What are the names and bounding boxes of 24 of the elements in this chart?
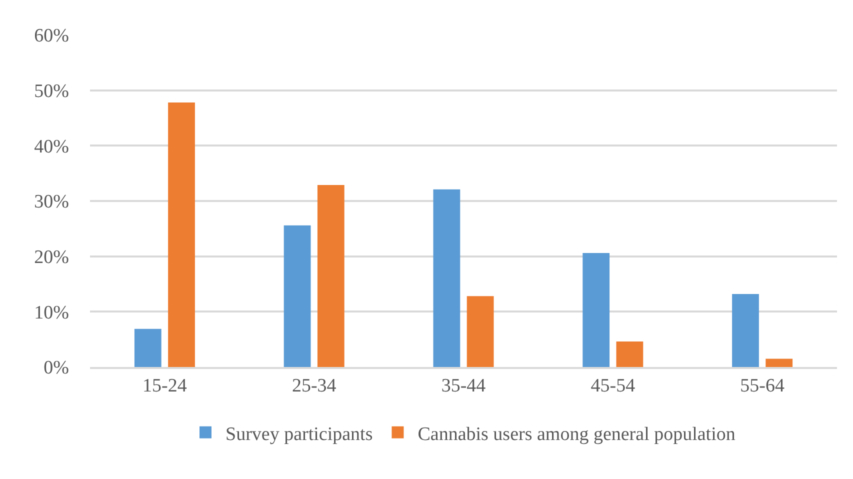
y-tick-label: 50% xyxy=(34,80,70,102)
y-tick-label: 20% xyxy=(34,246,70,268)
x-tick-label: 25-34 xyxy=(292,376,337,397)
y-tick-label: 30% xyxy=(34,192,70,213)
y-tick-label: 10% xyxy=(34,302,70,324)
y-tick-label: 60% xyxy=(34,26,70,47)
bar xyxy=(582,253,610,367)
x-tick-label: 45-54 xyxy=(590,376,636,397)
x-tick-label: 15-24 xyxy=(142,376,188,397)
x-tick-label: 35-44 xyxy=(441,376,486,397)
bar xyxy=(732,294,759,367)
bar xyxy=(284,225,311,367)
bar xyxy=(317,184,344,367)
legend-label: Survey participants xyxy=(226,424,373,445)
x-tick-label: 55-64 xyxy=(740,376,785,397)
bar xyxy=(466,296,494,367)
y-tick-label: 40% xyxy=(34,136,70,158)
y-tick-label: 0% xyxy=(44,358,70,379)
bar xyxy=(168,102,195,367)
bar xyxy=(134,328,162,367)
legend-label: Cannabis users among general population xyxy=(418,424,736,445)
bar xyxy=(616,342,644,367)
bar xyxy=(433,189,460,367)
bar xyxy=(766,358,793,367)
